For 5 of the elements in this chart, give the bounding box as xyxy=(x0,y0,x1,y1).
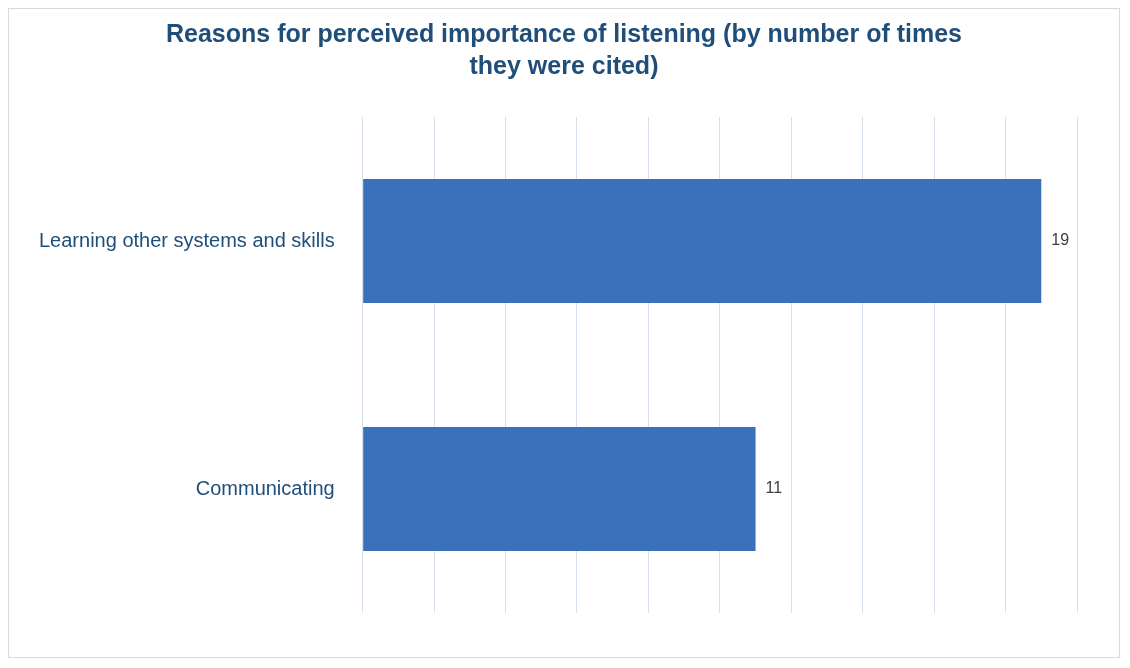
y-tick-label: Learning other systems and skills xyxy=(38,228,335,251)
data-label: 11 xyxy=(765,479,783,497)
chart-title: Reasons for perceived importance of listening (by number of times they were cited) xyxy=(165,18,963,81)
y-tick-label: Communicating xyxy=(195,476,335,499)
data-label: 19 xyxy=(1051,231,1070,249)
